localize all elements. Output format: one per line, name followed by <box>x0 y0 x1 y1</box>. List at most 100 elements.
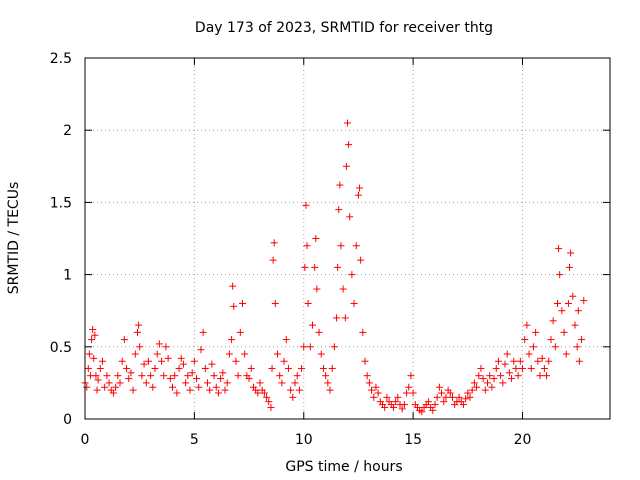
data-point <box>398 405 406 413</box>
data-point <box>342 162 350 170</box>
data-point <box>558 307 566 315</box>
data-point <box>508 375 516 383</box>
data-point <box>516 357 524 365</box>
data-point <box>440 398 448 406</box>
data-point <box>350 299 358 307</box>
data-point <box>567 249 575 257</box>
data-point <box>554 299 561 307</box>
data-point <box>356 184 364 192</box>
data-point <box>289 393 297 401</box>
data-point <box>225 350 233 358</box>
x-tick-label: 15 <box>404 432 422 448</box>
data-point <box>333 314 341 322</box>
data-point <box>280 357 288 365</box>
data-point <box>184 372 192 380</box>
data-point <box>199 328 207 336</box>
data-point <box>96 364 104 372</box>
data-point <box>573 343 581 351</box>
data-point <box>359 328 367 336</box>
data-point <box>270 239 278 247</box>
data-point <box>335 206 343 214</box>
data-point <box>486 372 494 380</box>
x-axis-label: GPS time / hours <box>285 459 402 475</box>
data-point <box>278 379 286 387</box>
data-point <box>84 364 92 372</box>
data-point <box>112 383 120 391</box>
data-point <box>407 372 415 380</box>
data-point <box>556 271 564 279</box>
x-axis-ticks: 0 5 10 15 20 <box>81 58 532 448</box>
data-point <box>300 343 308 351</box>
data-point <box>345 141 353 149</box>
data-point <box>389 403 397 411</box>
data-point <box>394 393 402 401</box>
data-point <box>293 372 301 380</box>
data-point <box>268 364 276 372</box>
data-point <box>93 386 101 394</box>
data-point <box>564 299 572 307</box>
data-point <box>221 386 229 394</box>
data-point <box>210 372 218 380</box>
data-point <box>466 393 474 401</box>
data-point <box>381 403 389 411</box>
data-point <box>484 379 491 387</box>
x-tick-label: 0 <box>81 432 90 448</box>
data-point <box>543 372 551 380</box>
data-point <box>521 336 529 344</box>
data-point <box>256 379 264 387</box>
data-point <box>322 372 330 380</box>
y-tick-label: 1 <box>63 268 72 284</box>
data-point <box>324 379 332 387</box>
data-point <box>357 256 365 264</box>
data-point <box>99 357 106 365</box>
x-tick-label: 20 <box>514 432 532 448</box>
data-point <box>173 389 181 397</box>
data-point <box>392 398 400 406</box>
data-point <box>313 285 321 293</box>
data-point <box>424 398 432 406</box>
data-point <box>348 271 356 279</box>
data-point <box>536 372 544 380</box>
data-point <box>580 297 588 305</box>
data-point <box>144 357 152 365</box>
data-point <box>90 354 98 362</box>
data-point <box>337 242 345 250</box>
data-point <box>571 321 579 329</box>
data-point <box>534 357 542 365</box>
data-point <box>229 282 237 290</box>
data-point <box>219 369 227 377</box>
data-point <box>260 389 268 397</box>
data-point <box>545 357 553 365</box>
data-point <box>488 383 496 391</box>
data-point <box>462 395 470 403</box>
data-point <box>363 372 371 380</box>
data-point <box>236 328 244 336</box>
data-point <box>149 383 157 391</box>
data-point <box>527 364 535 372</box>
data-point <box>551 343 559 351</box>
data-point <box>336 181 344 189</box>
data-point <box>142 379 150 387</box>
data-point <box>492 364 500 372</box>
data-point <box>501 360 509 368</box>
data-point <box>140 360 148 368</box>
data-point <box>464 389 472 397</box>
data-point <box>344 119 351 127</box>
data-point <box>326 386 334 394</box>
y-axis-label: SRMTID / TECUs <box>6 182 22 295</box>
data-point <box>123 364 131 372</box>
data-point <box>208 360 216 368</box>
data-point <box>431 401 439 409</box>
data-point <box>301 263 309 271</box>
data-point <box>361 357 369 365</box>
data-point <box>136 343 144 351</box>
data-point <box>284 364 292 372</box>
data-point <box>442 393 450 401</box>
data-point <box>204 379 211 387</box>
data-point <box>312 235 320 242</box>
data-point <box>525 350 533 358</box>
data-point <box>182 379 190 387</box>
grid-lines <box>85 58 610 419</box>
data-point <box>319 364 327 372</box>
data-point <box>477 364 485 372</box>
